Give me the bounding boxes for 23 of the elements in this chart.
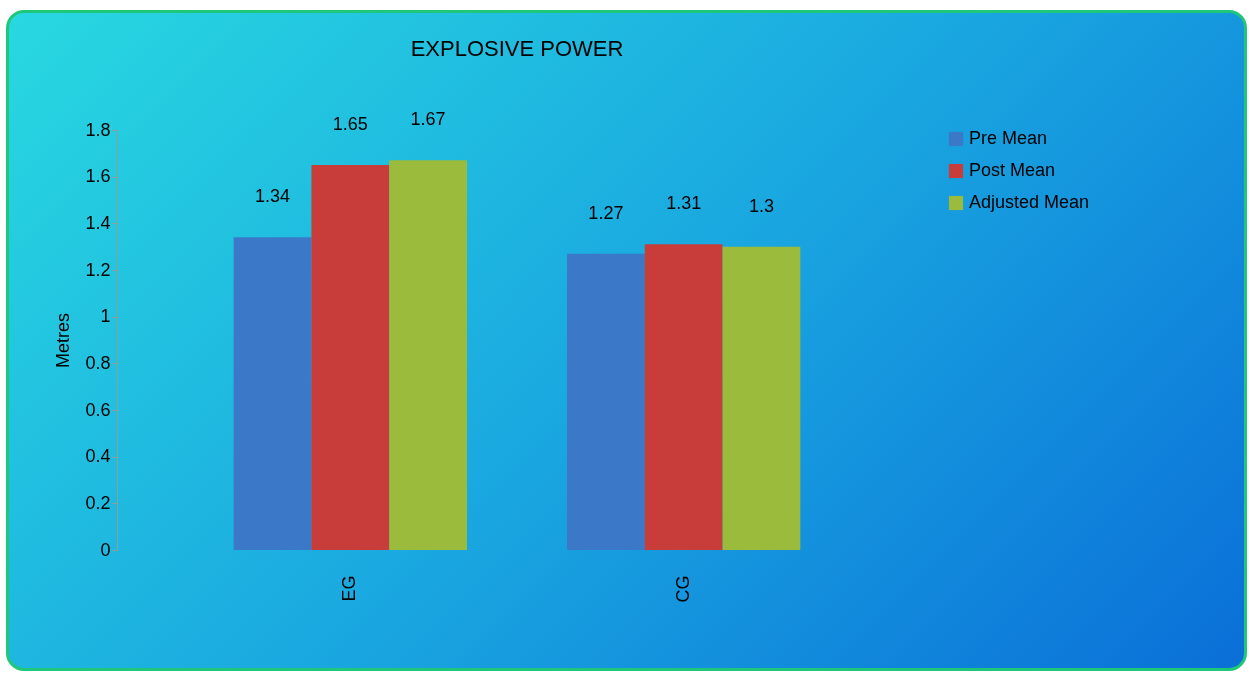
legend-label: Post Mean <box>969 160 1056 180</box>
y-tick-label: 0 <box>100 539 111 560</box>
y-tick-label: 0.6 <box>85 399 111 420</box>
y-tick-label: 0.4 <box>85 446 111 467</box>
data-label: 1.65 <box>332 114 368 134</box>
legend-label: Adjusted Mean <box>969 192 1090 212</box>
x-tick-label: EG <box>339 575 360 602</box>
x-tick-label: CG <box>672 575 693 603</box>
y-axis-title: Metres <box>53 312 74 369</box>
data-label: 1.34 <box>255 186 291 207</box>
y-tick-label: 1 <box>100 306 111 327</box>
data-label: 1.3 <box>748 195 774 216</box>
data-label: 1.27 <box>588 202 624 223</box>
y-tick-label: 1.4 <box>85 212 111 233</box>
data-label: 1.67 <box>410 109 446 130</box>
y-tick-label: 1.2 <box>85 259 111 280</box>
y-tick-label: 0.8 <box>85 352 111 373</box>
y-tick-label: 1.8 <box>85 119 111 140</box>
y-tick-label: 0.2 <box>85 492 111 513</box>
legend-label: Pre Mean <box>969 128 1048 148</box>
data-label: 1.31 <box>666 193 702 214</box>
chart-title: EXPLOSIVE POWER <box>410 36 624 62</box>
y-tick-label: 1.6 <box>85 166 111 187</box>
